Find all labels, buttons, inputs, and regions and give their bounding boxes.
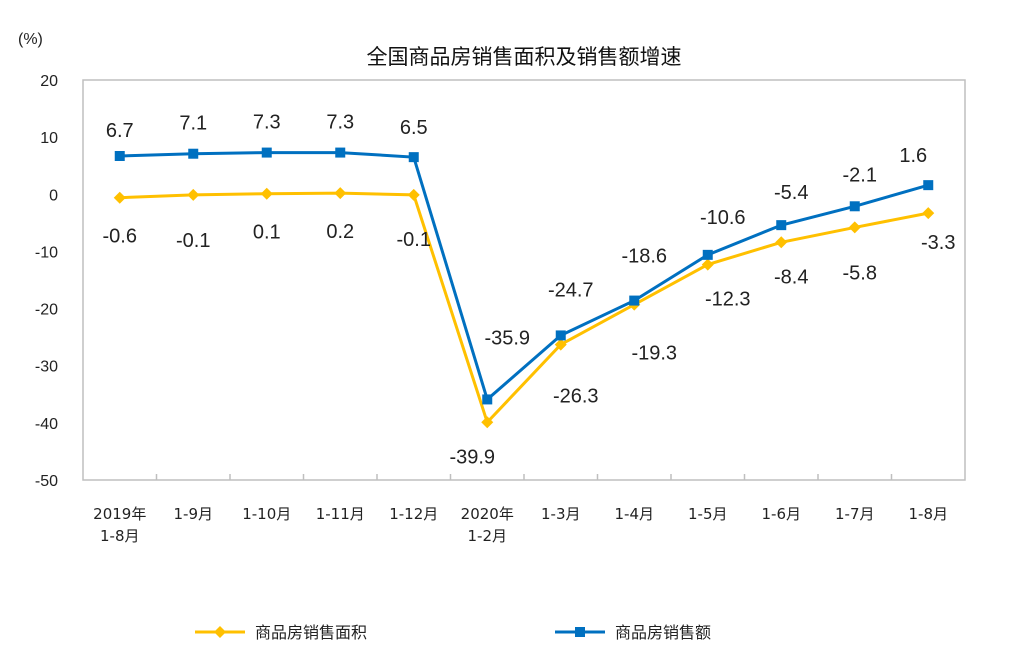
data-label: -39.9: [449, 446, 495, 468]
x-tick-label: 1-7月: [835, 505, 875, 523]
data-point-marker: [113, 191, 126, 204]
y-tick-label: -50: [35, 473, 58, 490]
x-tick-label: 1-4月: [615, 505, 655, 523]
data-label: 0.1: [253, 222, 281, 244]
y-tick-label: 0: [49, 187, 58, 204]
x-tick-label: 1-11月: [316, 505, 365, 523]
series-line: [119, 151, 929, 403]
y-tick-label: -20: [35, 302, 58, 319]
series-sales-amount: 6.7 7.1 7.3 7.3 6.5 -35.9 -24.7 -18.6 -10.6 -5.4 -…: [106, 112, 934, 405]
x-tick-label: 1-5月: [688, 505, 728, 523]
data-label: -10.6: [700, 207, 746, 229]
data-point-marker: [775, 236, 788, 249]
y-tick-label: -10: [35, 244, 58, 261]
data-label: 6.7: [106, 120, 134, 142]
legend-label: 商品房销售额: [615, 623, 711, 642]
x-tick-label: 2020年: [461, 505, 514, 523]
data-label: 7.3: [253, 112, 281, 134]
data-label: -26.3: [553, 386, 599, 408]
x-tick-label: 1-3月: [541, 505, 581, 523]
data-label: -18.6: [621, 246, 667, 268]
x-tick-label: 1-8月: [100, 527, 140, 545]
series-sales-area: -0.6 -0.1 0.1 0.2 -0.1 -39.9 -26.3 -19.3 -12.3 -8…: [103, 187, 955, 468]
data-point-marker: [629, 295, 640, 306]
data-label: -0.1: [397, 229, 431, 251]
data-label: -0.1: [176, 230, 210, 252]
data-point-marker: [261, 147, 272, 158]
legend-label: 商品房销售面积: [255, 623, 367, 642]
legend-marker: [575, 627, 585, 637]
data-point-marker: [260, 187, 273, 200]
data-label: 7.1: [179, 113, 207, 135]
plot-area: [82, 79, 966, 481]
data-point-marker: [334, 187, 347, 200]
data-point-marker: [114, 151, 125, 161]
data-point-marker: [407, 188, 420, 201]
data-label: 6.5: [400, 117, 428, 139]
y-tick-label: -40: [35, 416, 58, 433]
data-point-marker: [701, 258, 714, 271]
data-point-marker: [482, 394, 493, 405]
data-point-marker: [922, 207, 935, 220]
data-point-marker: [848, 221, 861, 234]
y-unit-label: (%): [18, 31, 43, 48]
data-label: -24.7: [548, 279, 594, 301]
series-line: [119, 191, 929, 426]
legend-item: 商品房销售面积: [195, 623, 367, 642]
x-tick-label: 1-9月: [174, 505, 214, 523]
x-tick-label: 1-6月: [762, 505, 802, 523]
data-point-marker: [702, 249, 713, 260]
x-tick-label: 1-12月: [389, 505, 438, 523]
data-point-marker: [923, 180, 934, 191]
data-label: 0.2: [326, 221, 354, 243]
data-point-marker: [555, 330, 566, 341]
data-label: -12.3: [705, 289, 751, 311]
y-tick-label: -30: [35, 359, 58, 376]
data-label: -19.3: [631, 343, 677, 365]
data-point-marker: [187, 188, 200, 201]
data-point-marker: [776, 220, 787, 231]
data-point-marker: [849, 201, 860, 212]
data-point-marker: [554, 338, 567, 351]
data-label: -0.6: [103, 226, 137, 248]
data-point-marker: [481, 416, 494, 429]
legend-marker: [214, 626, 226, 638]
x-tick-label: 1-2月: [468, 527, 508, 545]
data-label: -2.1: [843, 164, 877, 186]
data-label: 1.6: [899, 145, 927, 167]
data-label: -3.3: [921, 232, 955, 254]
data-label: 7.3: [326, 112, 354, 134]
x-tick-label: 1-10月: [242, 505, 291, 523]
chart-title: 全国商品房销售面积及销售额增速: [367, 45, 682, 69]
data-label: -8.4: [774, 266, 808, 288]
x-tick-label: 2019年: [93, 505, 146, 523]
y-tick-label: 20: [40, 73, 58, 90]
data-label: -5.8: [843, 262, 877, 284]
x-tick-label: 1-8月: [909, 505, 949, 523]
data-point-marker: [408, 152, 419, 163]
data-label: -5.4: [774, 182, 808, 204]
legend-item: 商品房销售额: [555, 623, 711, 642]
y-tick-label: 10: [40, 130, 58, 147]
data-point-marker: [335, 147, 346, 158]
data-point-marker: [188, 148, 199, 159]
data-label: -35.9: [484, 327, 530, 349]
